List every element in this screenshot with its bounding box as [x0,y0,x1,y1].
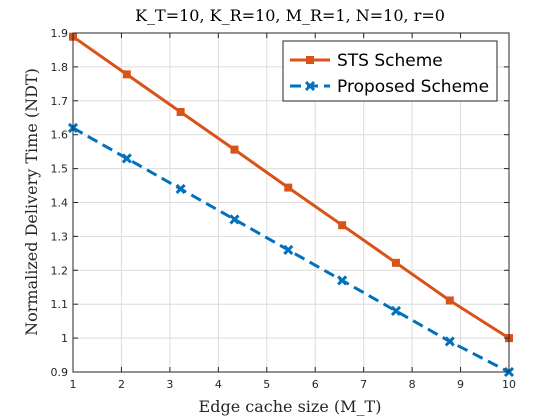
y-tick-label: 1.1 [51,298,69,311]
data-point [175,183,186,195]
y-axis-label: Normalized Delivery Time (NDT) [22,68,41,336]
tick-labels: 1 2 3 4 5 6 7 8 9 100.911.11.21.31.41.51.61.71.81… [51,27,517,391]
data-point [391,258,400,267]
data-point [337,275,348,286]
data-point [230,145,239,154]
data-point [283,244,294,256]
legend-label-sts: STS Scheme [337,51,443,71]
data-point [284,183,293,192]
x-axis-label: Edge cache size (M_T) [199,397,382,416]
legend: STS Scheme Proposed Scheme [282,40,498,102]
axes [72,32,510,373]
x-tick-label: 2 [118,378,125,391]
x-tick-label: 6 [312,378,319,391]
legend-item-proposed: Proposed Scheme [290,77,489,97]
legend-label-proposed: Proposed Scheme [337,77,489,97]
x-tick-label: 9 [457,378,464,391]
data-point [122,70,131,79]
legend-marker-sts [306,56,314,64]
legend-item-sts: STS Scheme [290,51,443,71]
x-tick-label: 5 [263,378,270,391]
plot-series [67,32,515,378]
y-tick-label: 1.7 [51,95,69,108]
data-point [444,336,455,347]
chart-title: K_T=10, K_R=10, M_R=1, N=10, r=0 [135,6,445,25]
x-tick-label: 1 [70,378,77,391]
y-tick-label: 1 [61,332,68,345]
data-point [338,221,347,230]
y-tick-label: 1.6 [51,129,69,142]
x-tick-label: 8 [409,378,416,391]
x-tick-label: 10 [502,378,516,391]
legend-box [282,40,498,102]
y-tick-label: 1.5 [51,163,69,176]
y-tick-label: 1.9 [51,27,69,40]
y-tick-label: 1.2 [51,264,69,277]
x-tick-label: 7 [360,378,367,391]
data-point [445,296,454,305]
x-tick-label: 3 [166,378,173,391]
y-tick-label: 1.8 [51,61,69,74]
series-line-1 [72,126,510,374]
legend-marker-proposed [304,80,316,92]
data-point [229,214,240,225]
data-point [121,153,132,164]
y-tick-label: 0.9 [51,366,69,379]
data-point [176,107,185,116]
x-tick-label: 4 [215,378,222,391]
y-tick-label: 1.4 [51,197,69,210]
data-point [390,305,402,317]
y-tick-label: 1.3 [51,230,69,243]
